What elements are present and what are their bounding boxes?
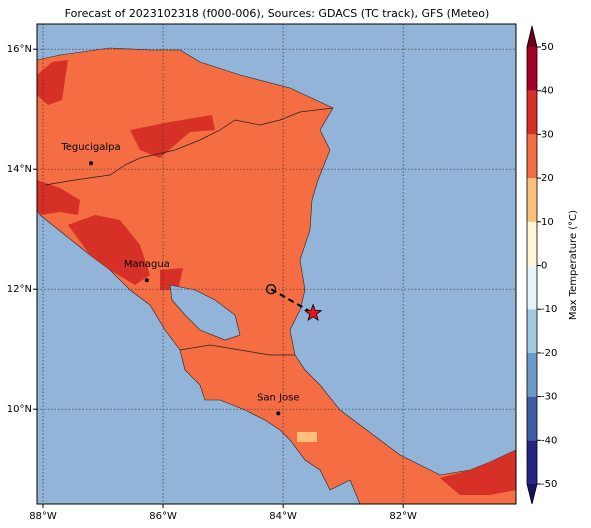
colorbar-bin bbox=[527, 47, 537, 91]
map-title: Forecast of 2023102318 (f000-006), Sourc… bbox=[65, 7, 490, 20]
colorbar-bin bbox=[527, 178, 537, 222]
x-tick-label: 82°W bbox=[389, 511, 417, 522]
track-start bbox=[265, 284, 277, 295]
hot-patch bbox=[160, 268, 183, 290]
lake bbox=[169, 284, 241, 341]
colorbar-bin bbox=[527, 265, 537, 310]
land bbox=[37, 47, 516, 504]
colorbar-tick-label: 0 bbox=[541, 261, 547, 272]
colorbar-label: Max Temperature (°C) bbox=[568, 210, 579, 320]
hot-patch bbox=[37, 180, 80, 215]
colorbar-bin bbox=[527, 440, 537, 484]
city-marker bbox=[89, 161, 94, 166]
border bbox=[44, 107, 334, 186]
colorbar-bin bbox=[527, 309, 537, 353]
colorbar-bin bbox=[527, 221, 537, 266]
track-current bbox=[303, 303, 323, 322]
x-tick-label: 84°W bbox=[269, 511, 297, 522]
y-tick-label: 10°N bbox=[7, 404, 32, 415]
city-label: Managua bbox=[124, 259, 170, 270]
y-tick-label: 14°N bbox=[7, 164, 32, 175]
hot-patch bbox=[37, 60, 68, 105]
city-label: San Jose bbox=[257, 392, 299, 403]
colorbar-tick-label: 40 bbox=[541, 86, 554, 97]
hot-patch bbox=[68, 215, 150, 285]
y-tick-label: 16°N bbox=[7, 44, 32, 55]
y-tick-label: 12°N bbox=[7, 284, 32, 295]
colorbar-bin bbox=[527, 396, 537, 441]
border bbox=[179, 344, 295, 356]
city-marker bbox=[144, 278, 149, 283]
hot-patch bbox=[440, 450, 516, 495]
colorbar-tick-label: -50 bbox=[541, 479, 557, 490]
colorbar-bin bbox=[527, 90, 537, 135]
colorbar-under bbox=[527, 484, 537, 504]
hot-patch bbox=[130, 115, 215, 158]
track-line bbox=[270, 288, 314, 315]
colorbar-bin bbox=[527, 352, 537, 397]
city-marker bbox=[276, 411, 281, 416]
basemap bbox=[37, 24, 516, 504]
colorbar-tick-label: -40 bbox=[541, 435, 557, 446]
colorbar-tick-label: 10 bbox=[541, 217, 554, 228]
colorbar-tick-label: -20 bbox=[541, 348, 557, 359]
colorbar-tick-label: -10 bbox=[541, 304, 557, 315]
x-tick-label: 88°W bbox=[29, 511, 57, 522]
x-tick-label: 86°W bbox=[149, 511, 177, 522]
colorbar-over bbox=[527, 26, 537, 47]
map-frame bbox=[36, 23, 517, 505]
colorbar-bin bbox=[527, 134, 537, 179]
colorbar-tick-label: 20 bbox=[541, 173, 554, 184]
warm-patch bbox=[297, 432, 317, 442]
colorbar-tick-label: 50 bbox=[541, 42, 554, 53]
city-label: Tegucigalpa bbox=[60, 142, 120, 153]
colorbar-tick-label: 30 bbox=[541, 129, 554, 140]
colorbar-tick-label: -30 bbox=[541, 392, 557, 403]
